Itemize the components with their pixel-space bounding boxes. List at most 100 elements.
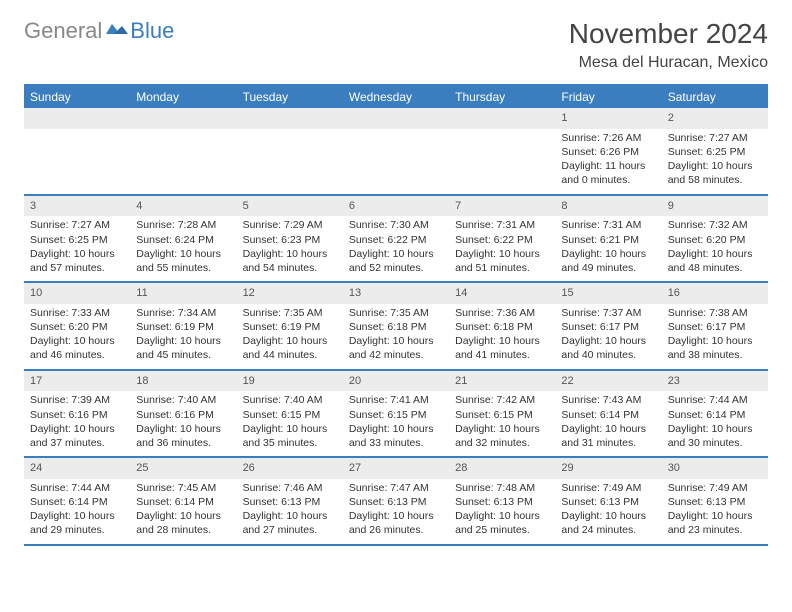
sunrise-text: Sunrise: 7:47 AM bbox=[349, 481, 443, 495]
sunrise-text: Sunrise: 7:44 AM bbox=[30, 481, 124, 495]
sunset-text: Sunset: 6:15 PM bbox=[243, 408, 337, 422]
day-body bbox=[24, 129, 130, 131]
day-cell: 30Sunrise: 7:49 AMSunset: 6:13 PMDayligh… bbox=[662, 458, 768, 544]
day-number: 6 bbox=[343, 196, 449, 217]
day-body: Sunrise: 7:49 AMSunset: 6:13 PMDaylight:… bbox=[555, 479, 661, 538]
dow-cell: Saturday bbox=[662, 86, 768, 108]
dow-cell: Wednesday bbox=[343, 86, 449, 108]
daylight-text: Daylight: 10 hours and 35 minutes. bbox=[243, 422, 337, 450]
day-number: 5 bbox=[237, 196, 343, 217]
daylight-text: Daylight: 10 hours and 42 minutes. bbox=[349, 334, 443, 362]
sunrise-text: Sunrise: 7:35 AM bbox=[349, 306, 443, 320]
sunset-text: Sunset: 6:25 PM bbox=[30, 233, 124, 247]
header: General Blue November 2024 Mesa del Hura… bbox=[24, 18, 768, 72]
sunrise-text: Sunrise: 7:26 AM bbox=[561, 131, 655, 145]
day-body: Sunrise: 7:39 AMSunset: 6:16 PMDaylight:… bbox=[24, 391, 130, 450]
day-body bbox=[449, 129, 555, 131]
day-body: Sunrise: 7:44 AMSunset: 6:14 PMDaylight:… bbox=[662, 391, 768, 450]
day-number bbox=[130, 108, 236, 129]
week-row: 3Sunrise: 7:27 AMSunset: 6:25 PMDaylight… bbox=[24, 196, 768, 284]
sunrise-text: Sunrise: 7:42 AM bbox=[455, 393, 549, 407]
daylight-text: Daylight: 10 hours and 36 minutes. bbox=[136, 422, 230, 450]
sunrise-text: Sunrise: 7:45 AM bbox=[136, 481, 230, 495]
sunset-text: Sunset: 6:15 PM bbox=[349, 408, 443, 422]
daylight-text: Daylight: 10 hours and 48 minutes. bbox=[668, 247, 762, 275]
day-cell: 4Sunrise: 7:28 AMSunset: 6:24 PMDaylight… bbox=[130, 196, 236, 282]
day-number: 16 bbox=[662, 283, 768, 304]
sunrise-text: Sunrise: 7:37 AM bbox=[561, 306, 655, 320]
sunrise-text: Sunrise: 7:27 AM bbox=[30, 218, 124, 232]
daylight-text: Daylight: 10 hours and 57 minutes. bbox=[30, 247, 124, 275]
daylight-text: Daylight: 10 hours and 38 minutes. bbox=[668, 334, 762, 362]
daylight-text: Daylight: 10 hours and 37 minutes. bbox=[30, 422, 124, 450]
day-body: Sunrise: 7:38 AMSunset: 6:17 PMDaylight:… bbox=[662, 304, 768, 363]
sunrise-text: Sunrise: 7:35 AM bbox=[243, 306, 337, 320]
sunrise-text: Sunrise: 7:44 AM bbox=[668, 393, 762, 407]
day-number bbox=[343, 108, 449, 129]
week-row: 17Sunrise: 7:39 AMSunset: 6:16 PMDayligh… bbox=[24, 371, 768, 459]
day-number: 3 bbox=[24, 196, 130, 217]
daylight-text: Daylight: 10 hours and 41 minutes. bbox=[455, 334, 549, 362]
sunset-text: Sunset: 6:14 PM bbox=[30, 495, 124, 509]
day-cell bbox=[130, 108, 236, 194]
day-number: 28 bbox=[449, 458, 555, 479]
day-cell: 22Sunrise: 7:43 AMSunset: 6:14 PMDayligh… bbox=[555, 371, 661, 457]
day-cell: 17Sunrise: 7:39 AMSunset: 6:16 PMDayligh… bbox=[24, 371, 130, 457]
day-number: 12 bbox=[237, 283, 343, 304]
day-cell: 3Sunrise: 7:27 AMSunset: 6:25 PMDaylight… bbox=[24, 196, 130, 282]
dow-cell: Sunday bbox=[24, 86, 130, 108]
day-cell: 21Sunrise: 7:42 AMSunset: 6:15 PMDayligh… bbox=[449, 371, 555, 457]
day-cell: 19Sunrise: 7:40 AMSunset: 6:15 PMDayligh… bbox=[237, 371, 343, 457]
daylight-text: Daylight: 10 hours and 40 minutes. bbox=[561, 334, 655, 362]
sunrise-text: Sunrise: 7:49 AM bbox=[668, 481, 762, 495]
daylight-text: Daylight: 10 hours and 54 minutes. bbox=[243, 247, 337, 275]
sunset-text: Sunset: 6:20 PM bbox=[668, 233, 762, 247]
daylight-text: Daylight: 10 hours and 55 minutes. bbox=[136, 247, 230, 275]
day-number: 29 bbox=[555, 458, 661, 479]
day-number: 22 bbox=[555, 371, 661, 392]
sunset-text: Sunset: 6:25 PM bbox=[668, 145, 762, 159]
daylight-text: Daylight: 10 hours and 33 minutes. bbox=[349, 422, 443, 450]
week-row: 10Sunrise: 7:33 AMSunset: 6:20 PMDayligh… bbox=[24, 283, 768, 371]
daylight-text: Daylight: 10 hours and 32 minutes. bbox=[455, 422, 549, 450]
day-body: Sunrise: 7:45 AMSunset: 6:14 PMDaylight:… bbox=[130, 479, 236, 538]
day-body: Sunrise: 7:48 AMSunset: 6:13 PMDaylight:… bbox=[449, 479, 555, 538]
day-number: 7 bbox=[449, 196, 555, 217]
day-number bbox=[449, 108, 555, 129]
daylight-text: Daylight: 10 hours and 44 minutes. bbox=[243, 334, 337, 362]
sunset-text: Sunset: 6:26 PM bbox=[561, 145, 655, 159]
sunset-text: Sunset: 6:13 PM bbox=[561, 495, 655, 509]
day-body: Sunrise: 7:27 AMSunset: 6:25 PMDaylight:… bbox=[24, 216, 130, 275]
dow-cell: Thursday bbox=[449, 86, 555, 108]
daylight-text: Daylight: 10 hours and 28 minutes. bbox=[136, 509, 230, 537]
sunset-text: Sunset: 6:23 PM bbox=[243, 233, 337, 247]
day-cell: 20Sunrise: 7:41 AMSunset: 6:15 PMDayligh… bbox=[343, 371, 449, 457]
sunrise-text: Sunrise: 7:39 AM bbox=[30, 393, 124, 407]
day-number: 27 bbox=[343, 458, 449, 479]
sunrise-text: Sunrise: 7:29 AM bbox=[243, 218, 337, 232]
sunset-text: Sunset: 6:18 PM bbox=[349, 320, 443, 334]
day-number bbox=[24, 108, 130, 129]
day-cell: 14Sunrise: 7:36 AMSunset: 6:18 PMDayligh… bbox=[449, 283, 555, 369]
daylight-text: Daylight: 10 hours and 23 minutes. bbox=[668, 509, 762, 537]
daylight-text: Daylight: 10 hours and 29 minutes. bbox=[30, 509, 124, 537]
day-number: 21 bbox=[449, 371, 555, 392]
brand-part1: General bbox=[24, 18, 102, 44]
day-number: 18 bbox=[130, 371, 236, 392]
day-cell: 7Sunrise: 7:31 AMSunset: 6:22 PMDaylight… bbox=[449, 196, 555, 282]
day-number: 20 bbox=[343, 371, 449, 392]
sunrise-text: Sunrise: 7:27 AM bbox=[668, 131, 762, 145]
sunrise-text: Sunrise: 7:43 AM bbox=[561, 393, 655, 407]
sunset-text: Sunset: 6:19 PM bbox=[136, 320, 230, 334]
sunset-text: Sunset: 6:22 PM bbox=[349, 233, 443, 247]
sunrise-text: Sunrise: 7:33 AM bbox=[30, 306, 124, 320]
day-cell: 16Sunrise: 7:38 AMSunset: 6:17 PMDayligh… bbox=[662, 283, 768, 369]
day-number: 15 bbox=[555, 283, 661, 304]
sunset-text: Sunset: 6:15 PM bbox=[455, 408, 549, 422]
day-body: Sunrise: 7:27 AMSunset: 6:25 PMDaylight:… bbox=[662, 129, 768, 188]
sunset-text: Sunset: 6:17 PM bbox=[668, 320, 762, 334]
brand-mark-icon bbox=[106, 20, 128, 43]
day-cell: 29Sunrise: 7:49 AMSunset: 6:13 PMDayligh… bbox=[555, 458, 661, 544]
day-cell: 18Sunrise: 7:40 AMSunset: 6:16 PMDayligh… bbox=[130, 371, 236, 457]
day-cell: 8Sunrise: 7:31 AMSunset: 6:21 PMDaylight… bbox=[555, 196, 661, 282]
